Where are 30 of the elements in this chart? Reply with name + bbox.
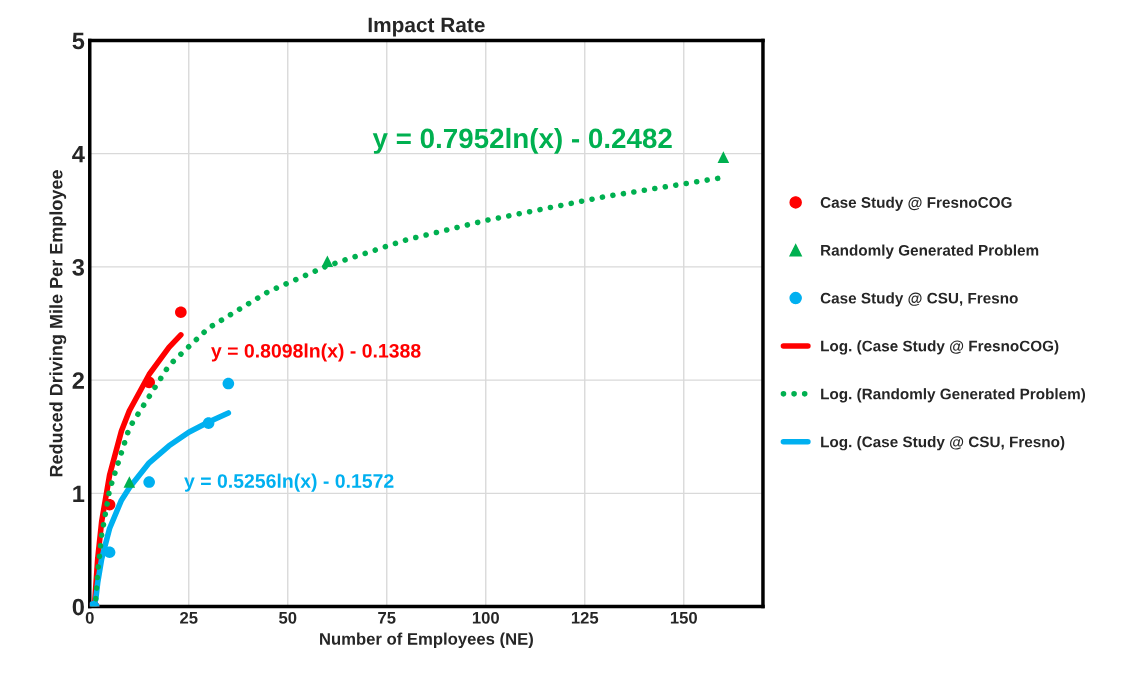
y-tick-label: 5 xyxy=(72,32,85,50)
point xyxy=(123,476,136,488)
point xyxy=(717,151,730,163)
x-tick-label: 25 xyxy=(180,611,198,624)
point xyxy=(175,306,187,319)
legend-label: Log. (Case Study @ CSU, Fresno) xyxy=(821,436,1065,451)
y-tick-label: 2 xyxy=(72,372,84,389)
x-axis-title: Number of Employees (NE) xyxy=(320,632,533,649)
y-tick-label: 3 xyxy=(72,258,85,276)
legend-label: Case Study @ CSU, Fresno xyxy=(820,292,1018,307)
legend-label: Log. (Case Study @ FresnoCOG) xyxy=(821,340,1059,355)
point xyxy=(222,377,235,390)
annotation: y = 0.8098ln(x) - 0.1388 xyxy=(211,343,421,362)
chart-title: Impact Rate xyxy=(368,17,485,37)
y-axis-title: Reduced Driving Mile Per Employee xyxy=(49,170,67,477)
legend-label: Case Study @ FresnoCOG xyxy=(820,196,1012,211)
annotation: y = 0.7952ln(x) - 0.2482 xyxy=(372,127,672,154)
x-tick-label: 125 xyxy=(571,611,599,624)
legend-label: Log. (Randomly Generated Problem) xyxy=(821,388,1086,403)
y-tick-label: 4 xyxy=(72,145,85,163)
legend-label: Randomly Generated Problem xyxy=(821,244,1039,259)
x-tick-label: 100 xyxy=(472,611,499,624)
y-tick-label: 1 xyxy=(73,485,85,502)
x-tick-label: 75 xyxy=(378,612,396,624)
x-tick-label: 150 xyxy=(670,611,697,624)
point xyxy=(143,476,155,488)
x-tick-label: 0 xyxy=(85,611,94,624)
annotation: y = 0.5256ln(x) - 0.1572 xyxy=(184,473,394,492)
x-tick-label: 50 xyxy=(279,611,297,624)
point xyxy=(202,417,215,429)
